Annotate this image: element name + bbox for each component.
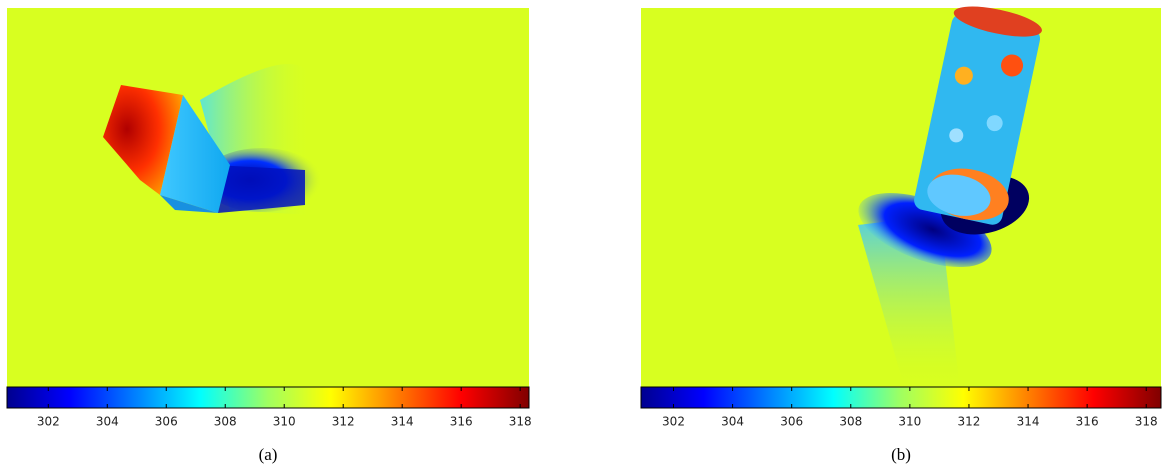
tick-label: 306: [780, 415, 803, 429]
tick-label: 314: [1017, 415, 1040, 429]
caption: (b): [891, 445, 911, 464]
caption: (a): [259, 445, 278, 464]
tick-label: 316: [450, 415, 473, 429]
panel-a-image: [7, 8, 529, 387]
tick-label: 316: [1076, 415, 1099, 429]
tick-label: 310: [273, 415, 296, 429]
tick-label: 304: [96, 415, 119, 429]
tick-label: 310: [898, 415, 921, 429]
tick-label: 306: [155, 415, 178, 429]
tick-label: 302: [37, 415, 60, 429]
panel-b-image: [641, 0, 1161, 390]
figure: 302 304 306 308 310 312 314 316 318 (a) 302 304 306 3…: [0, 0, 1168, 473]
colorbar: [7, 387, 529, 408]
tick-label: 318: [509, 415, 532, 429]
colorbar: [641, 387, 1161, 408]
tick-label: 314: [391, 415, 414, 429]
tick-label: 302: [662, 415, 685, 429]
tick-label: 312: [332, 415, 355, 429]
tick-label: 312: [958, 415, 981, 429]
tick-label: 318: [1135, 415, 1158, 429]
tick-label: 308: [214, 415, 237, 429]
tick-label: 304: [721, 415, 744, 429]
tick-label: 308: [839, 415, 862, 429]
